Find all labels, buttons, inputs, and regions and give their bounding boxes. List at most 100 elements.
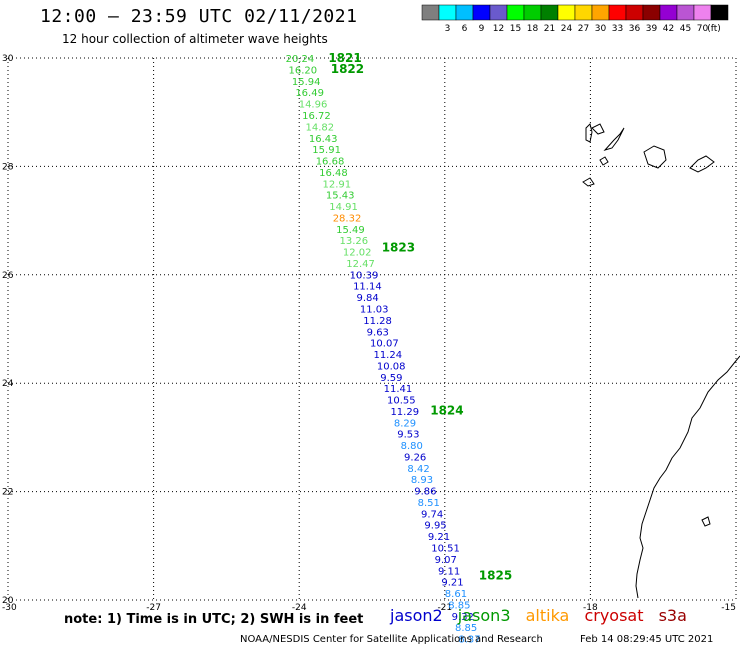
colorbar-tick-label: 39 <box>646 24 658 34</box>
island-hierro <box>582 177 595 187</box>
wave-height-label: 16.49 <box>295 88 324 99</box>
lat-tick-label: 24 <box>2 379 14 389</box>
wave-height-label: 8.85 <box>448 600 470 611</box>
wave-height-label: 8.85 <box>455 623 477 634</box>
colorbar-tick-label: 15 <box>510 24 521 34</box>
wave-height-label: 10.51 <box>431 544 460 555</box>
wave-height-label: 13.26 <box>339 236 368 247</box>
wave-height-label: 15.94 <box>292 77 321 88</box>
colorbar-tick-label: 33 <box>612 24 623 34</box>
lon-tick-label: -24 <box>292 603 307 613</box>
wave-height-label: 8.80 <box>401 441 423 452</box>
wave-height-label: 9.74 <box>421 509 443 520</box>
colorbar-swatch <box>557 4 576 21</box>
wave-height-label: 8.29 <box>394 418 416 429</box>
colorbar-swatch <box>608 4 627 21</box>
wave-height-label: 9.63 <box>367 327 389 338</box>
colorbar-tick-label: 21 <box>544 24 555 34</box>
wave-height-label: 9.86 <box>414 487 436 498</box>
wave-height-label: 16.68 <box>316 157 345 168</box>
wave-height-label: 10.55 <box>387 396 416 407</box>
island-lanzarote <box>591 123 605 135</box>
wave-height-label: 10.39 <box>350 270 379 281</box>
axis-labels: 30 28 26 24 22 20-30 -27 -24 -21 -18 -15 <box>2 54 736 613</box>
wave-height-label: 14.91 <box>329 202 358 213</box>
wave-height-label: 28.32 <box>333 213 362 224</box>
colorbar-tick-label: 30 <box>595 24 607 34</box>
wave-height-label: 9.84 <box>356 293 378 304</box>
wave-height-label: 14.96 <box>299 100 328 111</box>
colorbar-tick-label: 6 <box>462 24 468 34</box>
wave-height-label: 11.29 <box>390 407 419 418</box>
colorbar-tick-label: 12 <box>493 24 504 34</box>
colorbar-unit: (ft) <box>707 24 721 34</box>
colorbar-swatch <box>506 4 525 21</box>
lat-tick-label: 30 <box>2 54 14 64</box>
colorbar-swatch <box>642 4 661 21</box>
page-title: 12:00 – 23:59 UTC 02/11/2021 <box>40 6 358 27</box>
wave-height-label: 15.43 <box>326 191 355 202</box>
wave-height-label: 8.61 <box>445 589 467 600</box>
wave-height-label: 10.08 <box>377 361 406 372</box>
coastline-africa <box>635 355 740 599</box>
island-la-palma <box>585 123 593 143</box>
wave-height-label: 9.53 <box>397 430 419 441</box>
footer-note: note: 1) Time is in UTC; 2) SWH is in fe… <box>64 612 364 627</box>
lon-tick-label: -27 <box>146 603 161 613</box>
satellite-legend-cryosat: cryosat <box>584 606 644 625</box>
satellite-legend-jason3: jason3 <box>457 606 511 625</box>
wave-height-label: 10.07 <box>370 339 399 350</box>
wave-height-label: 9.21 <box>441 578 463 589</box>
colorbar-tick-label: 45 <box>680 24 691 34</box>
lat-tick-label: 28 <box>2 162 14 172</box>
wave-height-label: 12.47 <box>346 259 375 270</box>
wave-height-label: 9.59 <box>380 373 402 384</box>
colorbar-swatch <box>625 4 644 21</box>
wave-height-label: 15.91 <box>312 145 341 156</box>
colorbar-legend: 3 6 9 12 15 18 21 24 27 30 33 36 39 42 45 70(ft) <box>421 4 729 34</box>
colorbar-swatch <box>676 4 695 21</box>
wave-height-label: 16.72 <box>302 111 331 122</box>
colorbar-swatch <box>455 4 474 21</box>
colorbar-swatch <box>574 4 593 21</box>
lat-tick-label: 26 <box>2 271 14 281</box>
colorbar-tick-label: 9 <box>479 24 485 34</box>
wave-height-label: 12.91 <box>322 179 351 190</box>
colorbar-tick-label: 42 <box>663 24 674 34</box>
lon-tick-label: -30 <box>2 603 17 613</box>
coastline <box>582 123 740 599</box>
wave-height-label: 9.11 <box>438 566 460 577</box>
wave-height-label: 8.37 <box>458 635 480 646</box>
track-marker-label: 1823 <box>382 241 415 255</box>
track-marker-label: 1824 <box>430 403 463 417</box>
lon-tick-label: -21 <box>437 603 452 613</box>
wave-height-label: 8.93 <box>411 475 433 486</box>
satellite-legend-jason2: jason2 <box>390 606 443 625</box>
wave-height-label: 15.49 <box>336 225 365 236</box>
wave-height-label: 11.41 <box>384 384 413 395</box>
wave-height-label: 12.02 <box>343 248 372 259</box>
wave-height-label: 9.26 <box>404 452 426 463</box>
colorbar-tick-label: 27 <box>578 24 589 34</box>
colorbar-swatch <box>472 4 491 21</box>
wave-height-label: 16.48 <box>319 168 348 179</box>
wave-height-label: 9.07 <box>435 555 457 566</box>
track-marker-label: 1821 <box>328 51 361 65</box>
wave-height-label: 14.82 <box>306 122 335 133</box>
satellite-legend: jason2 jason3 altika cryosat s3a <box>390 606 697 625</box>
satellite-legend-s3a: s3a <box>658 606 687 625</box>
wave-height-label: 11.14 <box>353 282 382 293</box>
colorbar-swatch <box>540 4 559 21</box>
colorbar-swatch <box>489 4 508 21</box>
wave-height-label: 16.20 <box>289 65 318 76</box>
track-marker-label: 1822 <box>331 62 364 76</box>
lat-tick-label: 22 <box>2 488 13 498</box>
colorbar-tick-label: 18 <box>527 24 539 34</box>
wave-height-label: 8.51 <box>418 498 440 509</box>
satellite-legend-altika: altika <box>525 606 570 625</box>
colorbar-tick-label: 3 <box>445 24 451 34</box>
wave-height-label: 9.32 <box>452 612 474 623</box>
colorbar-swatch <box>710 4 729 21</box>
